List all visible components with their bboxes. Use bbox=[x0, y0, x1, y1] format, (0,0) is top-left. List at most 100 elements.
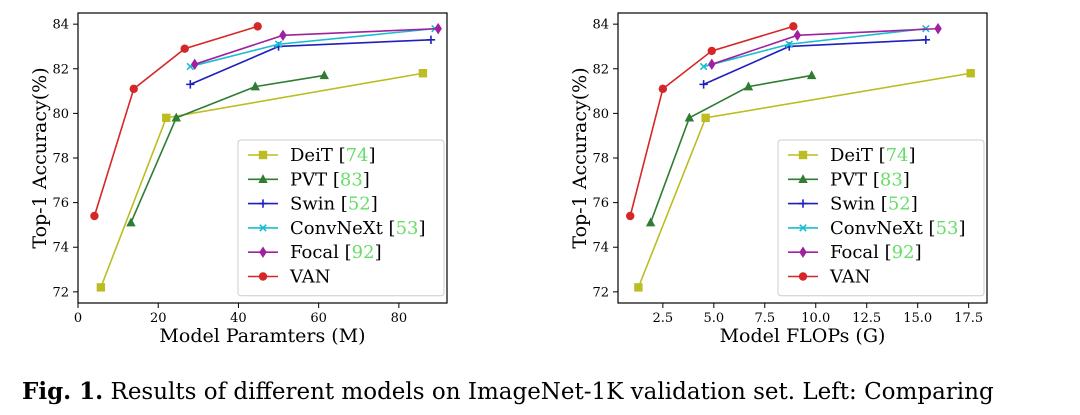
legend-label: PVT [83] bbox=[290, 169, 370, 190]
y-tick-label: 82 bbox=[592, 62, 609, 77]
series-pvt bbox=[126, 70, 329, 227]
data-point bbox=[699, 62, 708, 71]
y-tick-label: 82 bbox=[52, 62, 69, 77]
legend-label: VAN bbox=[829, 267, 871, 288]
x-tick-label: 40 bbox=[230, 311, 247, 326]
data-point bbox=[806, 70, 817, 80]
legend-item-convnext: ConvNeXt [53] bbox=[788, 218, 966, 239]
y-tick-label: 84 bbox=[592, 18, 609, 33]
legend-label: PVT [83] bbox=[830, 169, 910, 190]
data-point bbox=[785, 40, 794, 48]
legend-label: Focal [92] bbox=[290, 242, 382, 263]
data-point bbox=[966, 69, 975, 78]
legend-marker bbox=[259, 246, 267, 258]
y-tick-label: 78 bbox=[52, 152, 69, 167]
legend-marker bbox=[798, 199, 808, 208]
caption-label: Fig. 1. bbox=[22, 378, 104, 405]
legend-item-pvt: PVT [83] bbox=[248, 169, 370, 190]
series-deit bbox=[634, 69, 975, 292]
data-point bbox=[743, 81, 754, 91]
x-tick-label: 0 bbox=[74, 311, 82, 326]
legend-marker bbox=[798, 174, 808, 183]
x-tick-label: 80 bbox=[391, 311, 408, 326]
y-tick-label: 78 bbox=[592, 152, 609, 167]
data-point bbox=[708, 58, 716, 71]
legend-item-van: VAN bbox=[788, 267, 871, 288]
x-axis-label: Model FLOPs (G) bbox=[720, 325, 886, 347]
legend-label: ConvNeXt [53] bbox=[290, 218, 426, 239]
y-tick-label: 80 bbox=[592, 107, 609, 122]
data-point bbox=[658, 84, 668, 94]
legend-item-focal: Focal [92] bbox=[248, 242, 382, 263]
series-swin bbox=[186, 35, 436, 89]
data-point bbox=[645, 217, 656, 227]
legend-label: DeiT [74] bbox=[290, 145, 376, 166]
series-convnext bbox=[699, 24, 930, 71]
legend-item-focal: Focal [92] bbox=[788, 242, 922, 263]
legend-box bbox=[777, 139, 985, 297]
series-line bbox=[711, 27, 939, 66]
y-tick-label: 84 bbox=[52, 18, 69, 33]
series-line bbox=[93, 25, 258, 217]
figure-caption: Fig. 1. Results of different models on I… bbox=[22, 378, 1072, 405]
legend-marker bbox=[258, 150, 268, 160]
data-point bbox=[279, 29, 287, 42]
x-tick-label: 7.5 bbox=[754, 311, 775, 326]
data-point bbox=[793, 29, 802, 42]
x-tick-label: 5.0 bbox=[703, 311, 724, 326]
x-tick-label: 12.5 bbox=[852, 311, 881, 326]
legend-label: Swin [52] bbox=[290, 194, 378, 215]
x-tick-label: 60 bbox=[310, 311, 327, 326]
data-point bbox=[426, 35, 436, 44]
data-point bbox=[699, 80, 708, 89]
legend-item-deit: DeiT [74] bbox=[788, 145, 916, 166]
legend-item-van: VAN bbox=[248, 267, 331, 288]
y-axis-label: Top-1 Accuracy(%) bbox=[29, 67, 51, 248]
legend-marker bbox=[799, 246, 807, 258]
series-line bbox=[629, 25, 794, 217]
data-point bbox=[789, 22, 798, 31]
x-tick-label: 2.5 bbox=[653, 311, 674, 326]
series-focal bbox=[191, 22, 442, 71]
data-point bbox=[707, 46, 716, 56]
chart-svg: 72 74 76 78 80 82 84 2.5 5.0 7.5 10.0 12.5 15.0 17.5 M… bbox=[569, 12, 988, 347]
series-convnext bbox=[186, 24, 439, 71]
data-point bbox=[250, 81, 260, 91]
data-point bbox=[634, 283, 643, 292]
data-point bbox=[319, 70, 329, 80]
data-point bbox=[253, 22, 262, 31]
data-point bbox=[701, 113, 710, 123]
series-deit bbox=[96, 69, 428, 292]
data-point bbox=[186, 80, 195, 89]
y-tick-label: 76 bbox=[592, 196, 609, 211]
series-van bbox=[90, 22, 262, 221]
data-point bbox=[921, 35, 931, 44]
data-point bbox=[274, 40, 283, 48]
legend-marker bbox=[798, 272, 808, 281]
legend-marker bbox=[258, 174, 268, 183]
legend: DeiT [74] PVT [83] Swin [52] ConvNeXt [53] F… bbox=[777, 139, 985, 297]
legend: DeiT [74] PVT [83] Swin [52] ConvNeXt [53] F… bbox=[237, 139, 445, 297]
caption-text: Results of different models on ImageNet-… bbox=[110, 379, 994, 405]
legend-label: VAN bbox=[289, 267, 331, 288]
chart-svg: 72 74 76 78 80 82 84 0 20 40 60 80 Model Paramters (… bbox=[29, 12, 448, 347]
series-pvt bbox=[645, 70, 817, 227]
y-tick-label: 74 bbox=[592, 241, 609, 256]
legend-item-convnext: ConvNeXt [53] bbox=[248, 218, 426, 239]
legend-box bbox=[237, 139, 445, 297]
legend-item-pvt: PVT [83] bbox=[788, 169, 910, 190]
legend-label: DeiT [74] bbox=[830, 145, 916, 166]
series-van bbox=[626, 22, 798, 221]
series-line bbox=[649, 74, 812, 223]
legend-item-swin: Swin [52] bbox=[788, 194, 918, 215]
data-point bbox=[684, 112, 695, 122]
chart-left-params: 72 74 76 78 80 82 84 0 20 40 60 80 Model Paramters (… bbox=[0, 0, 540, 364]
series-focal bbox=[708, 22, 942, 71]
legend-label: Swin [52] bbox=[830, 194, 918, 215]
legend-marker bbox=[258, 199, 268, 208]
data-point bbox=[162, 113, 171, 123]
legend-marker bbox=[799, 224, 807, 232]
legend-item-deit: DeiT [74] bbox=[248, 145, 376, 166]
y-axis-label: Top-1 Accuracy(%) bbox=[569, 67, 591, 248]
y-tick-label: 74 bbox=[52, 241, 69, 256]
